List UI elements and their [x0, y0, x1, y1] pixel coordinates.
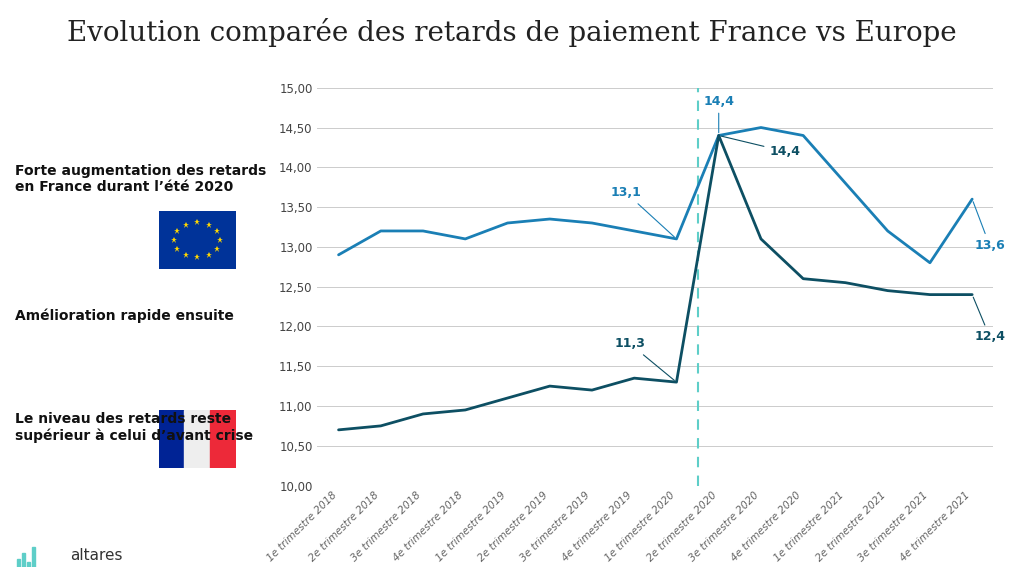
Text: Le niveau des retards reste
supérieur à celui d’avant crise: Le niveau des retards reste supérieur à … [15, 412, 254, 443]
Text: 14,4: 14,4 [722, 136, 801, 158]
Text: Amélioration rapide ensuite: Amélioration rapide ensuite [15, 309, 234, 323]
Text: 11,3: 11,3 [614, 338, 675, 380]
Bar [27, 562, 30, 567]
Text: 12,4: 12,4 [973, 297, 1006, 343]
Bar [17, 559, 20, 567]
Bar [23, 553, 26, 567]
Text: Forte augmentation des retards
en France durant l’été 2020: Forte augmentation des retards en France… [15, 164, 266, 194]
Text: 13,6: 13,6 [973, 202, 1005, 252]
Bar [32, 547, 35, 567]
Text: 14,4: 14,4 [703, 95, 734, 133]
Text: 13,1: 13,1 [610, 186, 675, 237]
Bar [159, 410, 184, 468]
Text: altares: altares [70, 548, 122, 563]
Bar [210, 410, 236, 468]
Bar [184, 410, 210, 468]
Text: Evolution comparée des retards de paiement France vs Europe: Evolution comparée des retards de paieme… [68, 18, 956, 47]
